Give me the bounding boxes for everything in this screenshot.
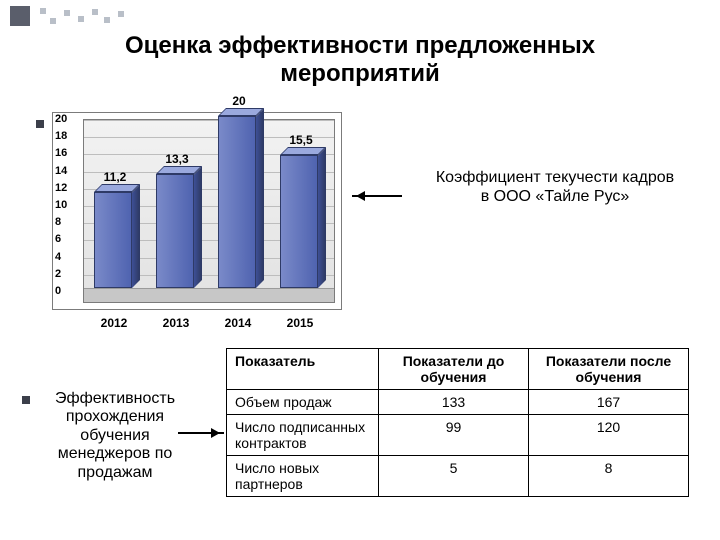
bar-value-label: 11,2 (92, 170, 138, 184)
cell: 99 (379, 415, 529, 456)
cell: 5 (379, 456, 529, 497)
title-line-1: Оценка эффективности предложенных (125, 32, 595, 59)
col-header: Показатель (227, 349, 379, 390)
y-tick-label: 0 (55, 285, 61, 297)
table-row: Объем продаж 133 167 (227, 390, 689, 415)
table-row: Число подписанных контрактов 99 120 (227, 415, 689, 456)
callout-line-2: в ООО «Тайле Рус» (481, 188, 630, 205)
cell: 133 (379, 390, 529, 415)
bar-value-label: 20 (216, 94, 262, 108)
chart-callout: Коэффициент текучести кадров в ООО «Тайл… (400, 168, 710, 206)
cell: 8 (529, 456, 689, 497)
y-tick-label: 2 (55, 268, 61, 280)
y-tick-label: 12 (55, 182, 67, 194)
callout-arrow-icon (352, 195, 402, 197)
y-tick-label: 14 (55, 165, 67, 177)
cell: Объем продаж (227, 390, 379, 415)
y-tick-label: 20 (55, 113, 67, 125)
table-header-row: Показатель Показатели до обучения Показа… (227, 349, 689, 390)
chart-floor (84, 288, 334, 302)
x-axis-label: 2013 (146, 316, 206, 330)
metrics-table: Показатель Показатели до обучения Показа… (226, 348, 689, 497)
chart-plot: 11,213,32015,5 (83, 119, 335, 303)
y-tick-label: 8 (55, 216, 61, 228)
cell: Число подписанных контрактов (227, 415, 379, 456)
caption-line: обучения (80, 427, 149, 444)
x-axis-label: 2012 (84, 316, 144, 330)
side-arrow-icon (178, 432, 224, 434)
x-axis-label: 2014 (208, 316, 268, 330)
y-tick-label: 10 (55, 199, 67, 211)
x-axis-label: 2015 (270, 316, 330, 330)
y-tick-label: 4 (55, 251, 61, 263)
caption-line: менеджеров по (58, 445, 173, 462)
page-title: Оценка эффективности предложенных меропр… (0, 32, 720, 87)
y-tick-label: 18 (55, 130, 67, 142)
slide-decoration (0, 6, 160, 26)
cell: 120 (529, 415, 689, 456)
col-header: Показатели после обучения (529, 349, 689, 390)
bullet-icon (36, 120, 44, 128)
cell: 167 (529, 390, 689, 415)
title-line-2: мероприятий (280, 60, 440, 87)
caption-line: Эффективность (55, 390, 175, 407)
bar-value-label: 15,5 (278, 133, 324, 147)
cell: Число новых партнеров (227, 456, 379, 497)
chart-frame: 02468101214161820 11,213,32015,5 (52, 112, 342, 310)
caption-line: продажам (78, 464, 153, 481)
training-caption: Эффективность прохождения обучения менед… (30, 390, 200, 482)
turnover-chart: 02468101214161820 11,213,32015,5 2012201… (52, 112, 342, 332)
caption-line: прохождения (66, 408, 164, 425)
bullet-icon (22, 396, 30, 404)
table-row: Число новых партнеров 5 8 (227, 456, 689, 497)
bar-value-label: 13,3 (154, 152, 200, 166)
y-tick-label: 16 (55, 147, 67, 159)
col-header: Показатели до обучения (379, 349, 529, 390)
callout-line-1: Коэффициент текучести кадров (436, 169, 674, 186)
y-tick-label: 6 (55, 233, 61, 245)
